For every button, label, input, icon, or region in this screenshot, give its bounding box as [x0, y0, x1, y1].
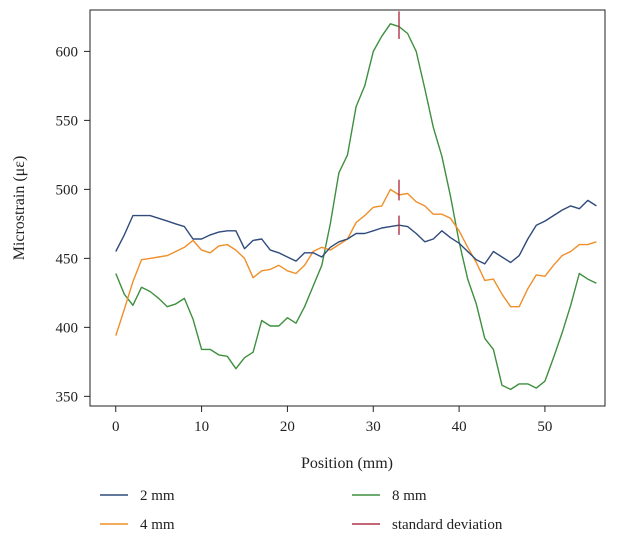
y-axis-title: Microstrain (με) [11, 156, 28, 261]
y-axis: 350 400 450 500 550 600 [56, 44, 90, 405]
series-line-2-mm [115, 199, 597, 265]
legend-item: 2 mm [100, 488, 175, 504]
series-layer [115, 23, 597, 391]
x-axis: 0 10 20 30 40 50 [112, 406, 552, 435]
legend-label: 2 mm [140, 488, 175, 504]
series-line-4-mm [115, 188, 597, 336]
x-tick-label: 10 [194, 419, 209, 435]
y-tick-label: 350 [56, 389, 79, 405]
y-tick-label: 400 [56, 320, 79, 336]
y-tick-label: 600 [56, 44, 79, 60]
y-tick-label: 450 [56, 251, 79, 267]
plot-area-frame [89, 9, 606, 407]
x-axis-title: Position (mm) [301, 455, 393, 472]
y-tick-label: 550 [56, 113, 79, 129]
y-tick-label: 500 [56, 182, 79, 198]
x-tick-label: 50 [537, 419, 552, 435]
legend: 2 mm 4 mm 8 mm standard deviation [100, 488, 503, 533]
legend-item: 4 mm [100, 517, 175, 533]
legend-label: 8 mm [392, 488, 427, 504]
legend-item: standard deviation [352, 517, 503, 533]
legend-item: 8 mm [352, 488, 427, 504]
series-line-8-mm [115, 23, 597, 391]
x-tick-label: 0 [112, 419, 120, 435]
legend-label: 4 mm [140, 517, 175, 533]
x-tick-label: 30 [366, 419, 381, 435]
legend-label: standard deviation [392, 517, 503, 533]
x-tick-label: 20 [280, 419, 295, 435]
x-tick-label: 40 [452, 419, 467, 435]
